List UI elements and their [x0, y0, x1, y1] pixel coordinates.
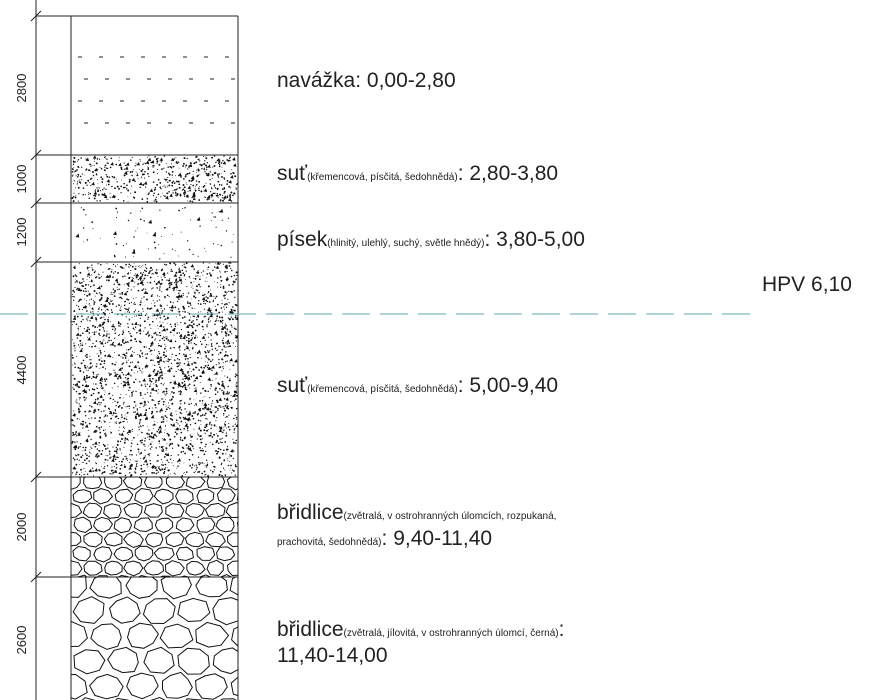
- layer-label-1: navážka: 0,00-2,80: [277, 69, 456, 92]
- fill-pattern-sut-2: [71, 262, 238, 477]
- fill-pattern-bridlice-1: [71, 477, 238, 577]
- layer-label-2: suť(křemencová, písčitá, šedohnědá): 2,8…: [277, 162, 559, 185]
- thickness-label-2: 1000: [14, 165, 29, 194]
- thickness-label-6: 2600: [14, 626, 29, 655]
- thickness-label-4: 4400: [14, 356, 29, 385]
- groundwater-level-label: HPV 6,10: [762, 273, 852, 296]
- thickness-label-5: 2000: [14, 513, 29, 542]
- fill-pattern-bridlice-2: [71, 577, 238, 700]
- fill-pattern-navazka: [78, 56, 235, 124]
- dimension-ticks: [30, 10, 42, 583]
- layer-boundaries: [36, 154, 238, 578]
- layer-label-5: břidlice(zvětralá, v ostrohranných úlomc…: [277, 501, 557, 551]
- layer-label-6: břidlice(zvětralá, jílovitá, v ostrohran…: [277, 618, 565, 668]
- layer-label-3: písek(hlinitý, ulehlý, suchý, světle hně…: [277, 228, 585, 251]
- fill-pattern-pisek: [75, 206, 234, 260]
- thickness-label-1: 2800: [14, 74, 29, 103]
- fill-pattern-sut-1: [71, 155, 238, 203]
- thickness-label-3: 1200: [14, 218, 29, 247]
- layer-label-4: suť(křemencová, písčitá, šedohnědá): 5,0…: [277, 374, 559, 397]
